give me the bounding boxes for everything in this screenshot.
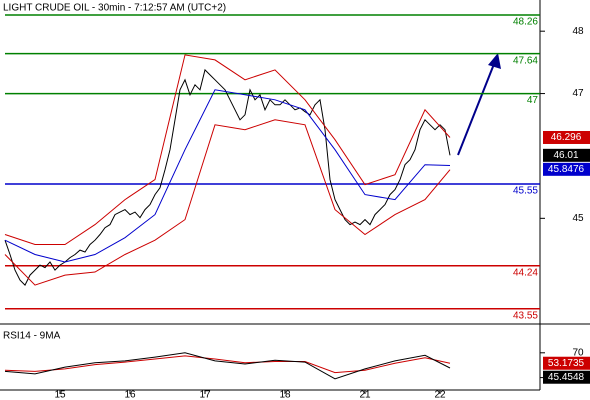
last-value-label: 45.4548 bbox=[548, 372, 585, 383]
x-tick-label: 21 bbox=[359, 390, 371, 400]
level-label: 48.26 bbox=[513, 17, 538, 28]
series-line bbox=[4, 68, 451, 286]
x-tick-label: 16 bbox=[124, 390, 136, 400]
last-value-label: 45.8476 bbox=[548, 164, 585, 175]
series-line bbox=[4, 119, 451, 286]
series-line bbox=[4, 355, 451, 374]
last-value-box bbox=[543, 356, 590, 370]
y-tick-label: 70 bbox=[572, 347, 584, 358]
level-label: 44.24 bbox=[513, 267, 538, 278]
y-tick-label: 48 bbox=[572, 26, 584, 37]
x-tick-label: 18 bbox=[279, 390, 291, 400]
arrow-head bbox=[488, 53, 501, 69]
panel-title: RSI14 - 9MA bbox=[3, 331, 61, 342]
y-tick-label: 45 bbox=[572, 213, 584, 224]
level-label: 47 bbox=[527, 95, 539, 106]
x-tick-label: 15 bbox=[54, 390, 66, 400]
level-label: 47.64 bbox=[513, 55, 538, 66]
last-value-box bbox=[543, 162, 590, 176]
forecast-arrow bbox=[457, 53, 501, 156]
last-value-label: 53.1735 bbox=[548, 358, 585, 369]
x-tick-label: 22 bbox=[434, 390, 446, 400]
level-label: 45.55 bbox=[513, 186, 538, 197]
series-line bbox=[4, 352, 451, 380]
level-label: 43.55 bbox=[513, 310, 538, 321]
panel-title: LIGHT CRUDE OIL - 30min - 7:12:57 AM (UT… bbox=[3, 3, 226, 14]
last-value-box bbox=[543, 148, 590, 162]
last-value-label: 46.296 bbox=[551, 132, 582, 143]
arrow-shaft bbox=[457, 63, 495, 156]
last-value-box bbox=[543, 130, 590, 144]
x-tick-label: 17 bbox=[199, 390, 211, 400]
y-tick-label: 47 bbox=[572, 88, 584, 99]
last-value-label: 46.01 bbox=[553, 150, 578, 161]
last-value-box bbox=[543, 370, 590, 384]
series-line bbox=[4, 54, 451, 245]
series-line bbox=[4, 89, 451, 263]
